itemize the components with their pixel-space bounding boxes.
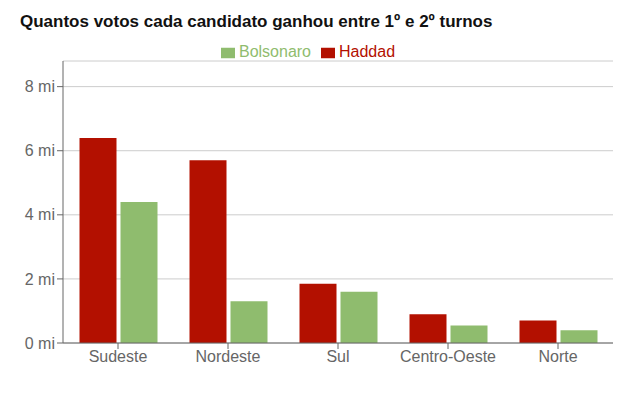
- html-text:Haddad: Haddad: [339, 43, 395, 60]
- svg-text:8 mi: 8 mi: [25, 78, 55, 95]
- svg-text:6 mi: 6 mi: [25, 142, 55, 159]
- svg-text:2 mi: 2 mi: [25, 271, 55, 288]
- svg-text:Nordeste: Nordeste: [196, 348, 261, 365]
- svg-text:4 mi: 4 mi: [25, 206, 55, 223]
- svg-text:Norte: Norte: [538, 348, 577, 365]
- svg-text:Centro-Oeste: Centro-Oeste: [400, 348, 496, 365]
- svg-text:Sul: Sul: [326, 348, 349, 365]
- svg-text:Sudeste: Sudeste: [89, 348, 148, 365]
- svg-text:0 mi: 0 mi: [25, 335, 55, 352]
- html-text:Bolsonaro: Bolsonaro: [239, 43, 311, 60]
- html-text:Quantos votos cada candidato g: Quantos votos cada candidato ganhou entr…: [20, 12, 493, 31]
